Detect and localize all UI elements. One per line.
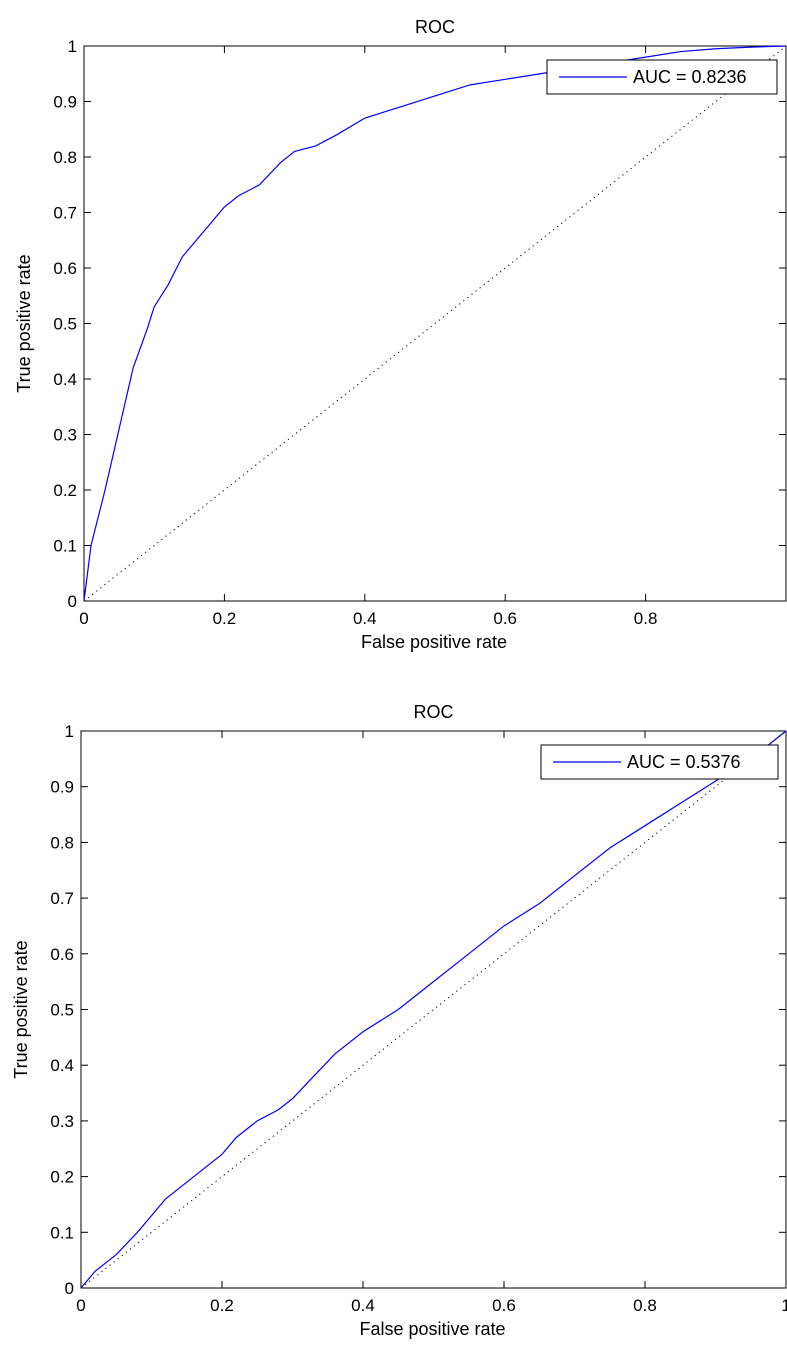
y-axis-label: True positive rate (14, 254, 34, 392)
chart-panel-2: 0 0.1 0.2 0.3 0.4 0.5 0.6 0.7 0.8 0.9 1 0 0.2 0.4 0.6 0… (11, 702, 787, 1339)
y-tick-label: 0.1 (53, 537, 77, 556)
x-tick-label: 0.8 (634, 609, 658, 628)
y-tick-label: 0.8 (53, 148, 77, 167)
y-tick-label: 0.9 (53, 93, 77, 112)
y-tick-label: 0.2 (53, 481, 77, 500)
x-tick-label: 0.4 (353, 609, 377, 628)
y-tick-label: 0.8 (50, 833, 74, 852)
y-tick-label: 0.4 (50, 1056, 74, 1075)
x-tick-label: 0.6 (492, 1296, 516, 1315)
roc-curve-line (80, 730, 787, 1289)
y-tick-label: 0 (68, 592, 77, 611)
x-tick-label: 0.6 (493, 609, 517, 628)
y-tick-label: 0.6 (50, 945, 74, 964)
y-tick-label: 1 (65, 722, 74, 741)
y-tick-label: 0.3 (53, 426, 77, 445)
legend-label: AUC = 0.5376 (627, 752, 741, 772)
y-tick-label: 1 (68, 37, 77, 56)
y-tick-label: 0.9 (50, 778, 74, 797)
x-tick-label: 0 (79, 609, 88, 628)
y-tick-label: 0.1 (50, 1223, 74, 1242)
y-tick-label: 0 (65, 1279, 74, 1298)
chance-diagonal-line (83, 45, 787, 602)
y-tick-label: 0.4 (53, 370, 77, 389)
y-tick-label: 0.5 (53, 315, 77, 334)
x-tick-label: 0.4 (351, 1296, 375, 1315)
x-tick-label: 0.2 (210, 1296, 234, 1315)
x-axis-label: False positive rate (361, 632, 507, 652)
y-tick-label: 0.5 (50, 1001, 74, 1020)
y-tick-label: 0.7 (50, 889, 74, 908)
chart-title: ROC (414, 702, 454, 722)
legend-label: AUC = 0.8236 (633, 67, 747, 87)
chance-diagonal-line (80, 730, 787, 1289)
y-tick-label: 0.3 (50, 1112, 74, 1131)
x-tick-label: 1 (781, 1296, 787, 1315)
x-tick-label: 0.2 (213, 609, 237, 628)
x-tick-label: 0.8 (633, 1296, 657, 1315)
y-axis-label: True positive rate (11, 940, 31, 1078)
x-axis-label: False positive rate (359, 1319, 505, 1339)
x-tick-label: 0 (76, 1296, 85, 1315)
plot-area-frame (80, 730, 787, 1289)
y-tick-label: 0.7 (53, 204, 77, 223)
y-tick-label: 0.2 (50, 1168, 74, 1187)
y-tick-label: 0.6 (53, 259, 77, 278)
chart-title: ROC (415, 17, 455, 37)
chart-panel-1: 0 0.1 0.2 0.3 0.4 0.5 0.6 0.7 0.8 0.9 1 0 0.2 0.4 0.6 0… (14, 17, 787, 652)
